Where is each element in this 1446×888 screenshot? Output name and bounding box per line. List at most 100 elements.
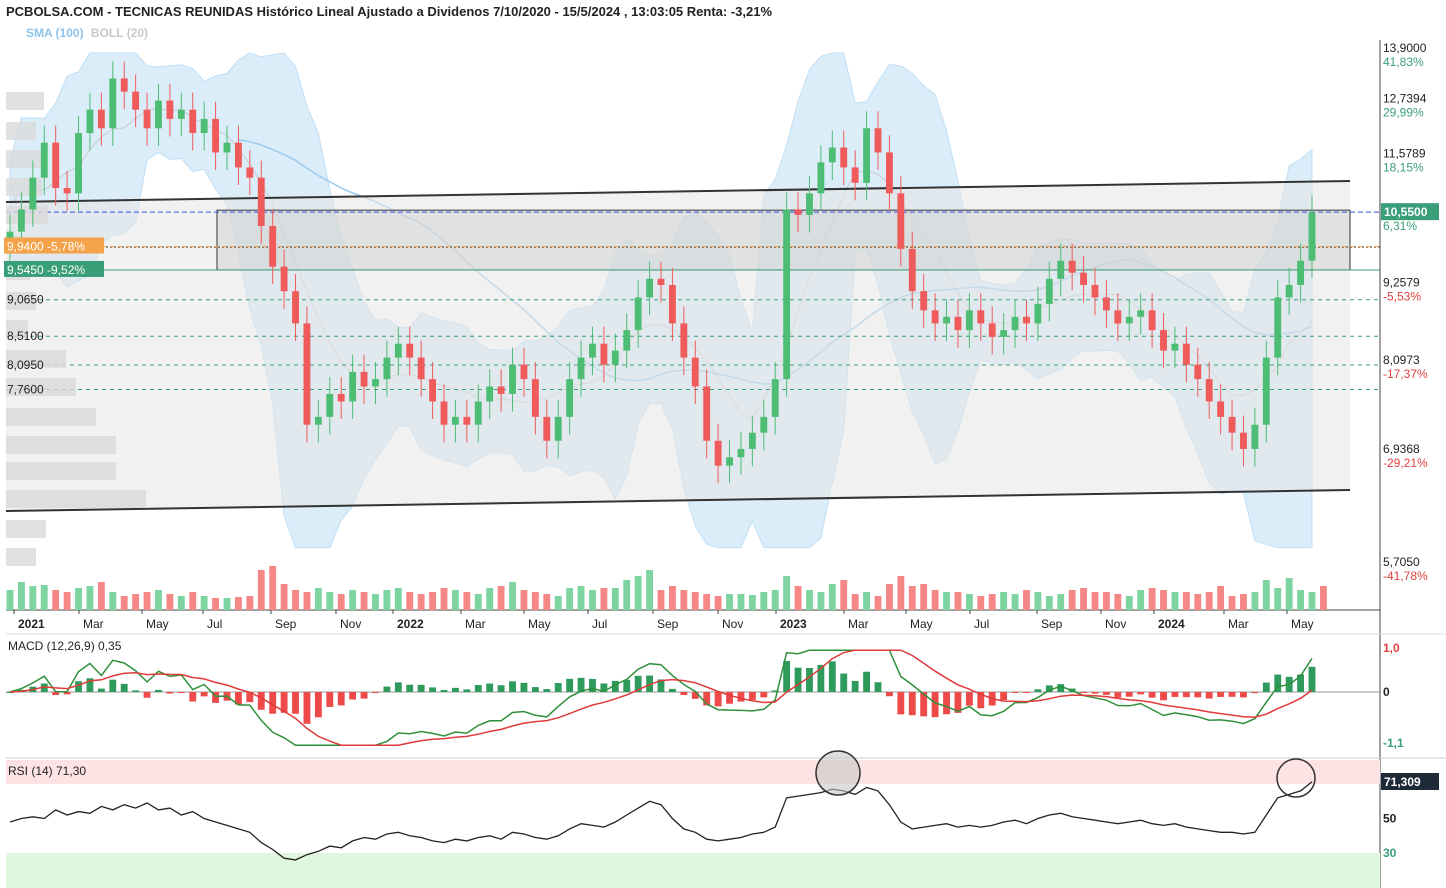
- candle-body-41: [474, 401, 482, 425]
- candle-body-4: [52, 142, 60, 189]
- volume-bar-61: [703, 594, 711, 610]
- volume-bar-65: [748, 595, 756, 610]
- macd-hist-74: [851, 680, 859, 692]
- channel-upper-line: [5, 180, 1351, 203]
- candle-body-30: [349, 371, 357, 402]
- candle-body-28: [326, 393, 334, 417]
- volume-bar-19: [223, 598, 231, 610]
- macd-hist-59: [680, 692, 688, 696]
- macd-hist-114: [1308, 666, 1316, 692]
- candle-body-110: [1262, 357, 1270, 425]
- volume-bar-10: [120, 596, 128, 610]
- volume-bar-35: [406, 592, 414, 610]
- y-tick-pct-3: -5,53%: [1383, 290, 1421, 304]
- candle-body-3: [40, 142, 48, 178]
- macd-hist-7: [86, 678, 94, 692]
- volume-bar-50: [577, 586, 585, 610]
- candle-body-31: [360, 371, 368, 387]
- candle-body-82: [943, 316, 950, 324]
- macd-hist-61: [703, 692, 711, 706]
- candle-body-24: [280, 266, 288, 292]
- volume-bar-100: [1148, 588, 1156, 610]
- macd-hist-24: [280, 692, 288, 713]
- candle-body-111: [1274, 297, 1282, 358]
- volume-profile-bar-0: [6, 92, 44, 110]
- macd-hist-76: [874, 682, 882, 692]
- volume-bar-5: [63, 592, 71, 610]
- candle-body-72: [828, 147, 836, 163]
- volume-bar-107: [1228, 596, 1236, 610]
- volume-bar-39: [451, 590, 459, 610]
- macd-hist-104: [1194, 692, 1202, 698]
- last-price-tag: [1381, 203, 1439, 221]
- volume-bar-31: [360, 592, 368, 610]
- volume-bar-83: [954, 592, 962, 610]
- macd-hist-108: [1240, 692, 1247, 698]
- y-tick-pct-4: -17,37%: [1383, 367, 1428, 381]
- x-label-20: May: [1291, 617, 1314, 631]
- volume-bar-54: [623, 580, 631, 610]
- volume-bar-101: [1160, 590, 1167, 610]
- volume-profile-bar-16: [6, 548, 36, 566]
- macd-hist-38: [440, 689, 448, 692]
- macd-hist-25: [292, 692, 299, 714]
- volume-bar-86: [988, 594, 996, 610]
- macd-hist-67: [771, 690, 779, 692]
- candle-body-59: [680, 323, 688, 358]
- volume-bar-52: [600, 588, 608, 610]
- macd-hist-73: [840, 673, 848, 692]
- macd-hist-71: [817, 664, 825, 692]
- candle-body-81: [931, 310, 939, 324]
- candle-body-33: [383, 357, 391, 380]
- volume-bar-3: [40, 585, 48, 610]
- volume-bar-23: [269, 566, 277, 610]
- volume-bar-13: [155, 590, 162, 610]
- chart-title: PCBOLSA.COM - TECNICAS REUNIDAS Históric…: [6, 4, 773, 19]
- macd-signal-line: [9, 649, 1313, 746]
- volume-bar-105: [1205, 592, 1213, 610]
- macd-hist-77: [885, 692, 893, 697]
- x-label-16: Sep: [1041, 617, 1063, 631]
- candle-body-23: [269, 226, 277, 267]
- volume-bar-27: [314, 588, 322, 610]
- macd-hist-4: [52, 692, 60, 695]
- x-label-17: Nov: [1105, 617, 1126, 631]
- macd-hist-106: [1217, 692, 1225, 697]
- volume-bar-92: [1057, 594, 1065, 610]
- macd-hist-100: [1148, 692, 1156, 698]
- candle-body-86: [988, 323, 996, 337]
- macd-hist-113: [1297, 674, 1305, 692]
- macd-hist-13: [155, 689, 162, 692]
- macd-hist-49: [566, 678, 574, 692]
- volume-bar-89: [1023, 590, 1030, 610]
- candle-body-102: [1171, 343, 1179, 351]
- volume-profile-bar-14: [6, 490, 146, 508]
- volume-bar-66: [760, 592, 768, 610]
- candle-body-105: [1205, 379, 1213, 402]
- y-tick-label-0: 13,9000: [1383, 41, 1427, 55]
- macd-hist-18: [212, 692, 220, 703]
- volume-bar-4: [52, 590, 60, 610]
- candle-body-27: [314, 416, 322, 425]
- volume-bar-59: [680, 590, 688, 610]
- candle-body-84: [965, 310, 973, 331]
- macd-hist-40: [463, 689, 471, 692]
- volume-bar-77: [885, 584, 893, 610]
- volume-bar-102: [1171, 592, 1179, 610]
- candle-body-12: [143, 109, 151, 129]
- macd-hist-46: [531, 687, 539, 692]
- macd-hist-36: [417, 684, 425, 692]
- candle-body-80: [920, 291, 928, 311]
- candle-body-10: [120, 78, 128, 92]
- macd-hist-58: [668, 688, 676, 692]
- macd-hist-26: [303, 692, 311, 724]
- volume-bar-78: [897, 576, 905, 610]
- macd-hist-63: [726, 692, 733, 704]
- x-label-11: Nov: [722, 617, 743, 631]
- candle-body-63: [726, 457, 733, 466]
- volume-bar-75: [863, 592, 871, 610]
- macd-hist-78: [897, 692, 905, 715]
- volume-bar-51: [589, 590, 596, 610]
- x-label-15: Jul: [974, 617, 989, 631]
- indicator-legend: SMA (100) BOLL (20): [26, 26, 148, 40]
